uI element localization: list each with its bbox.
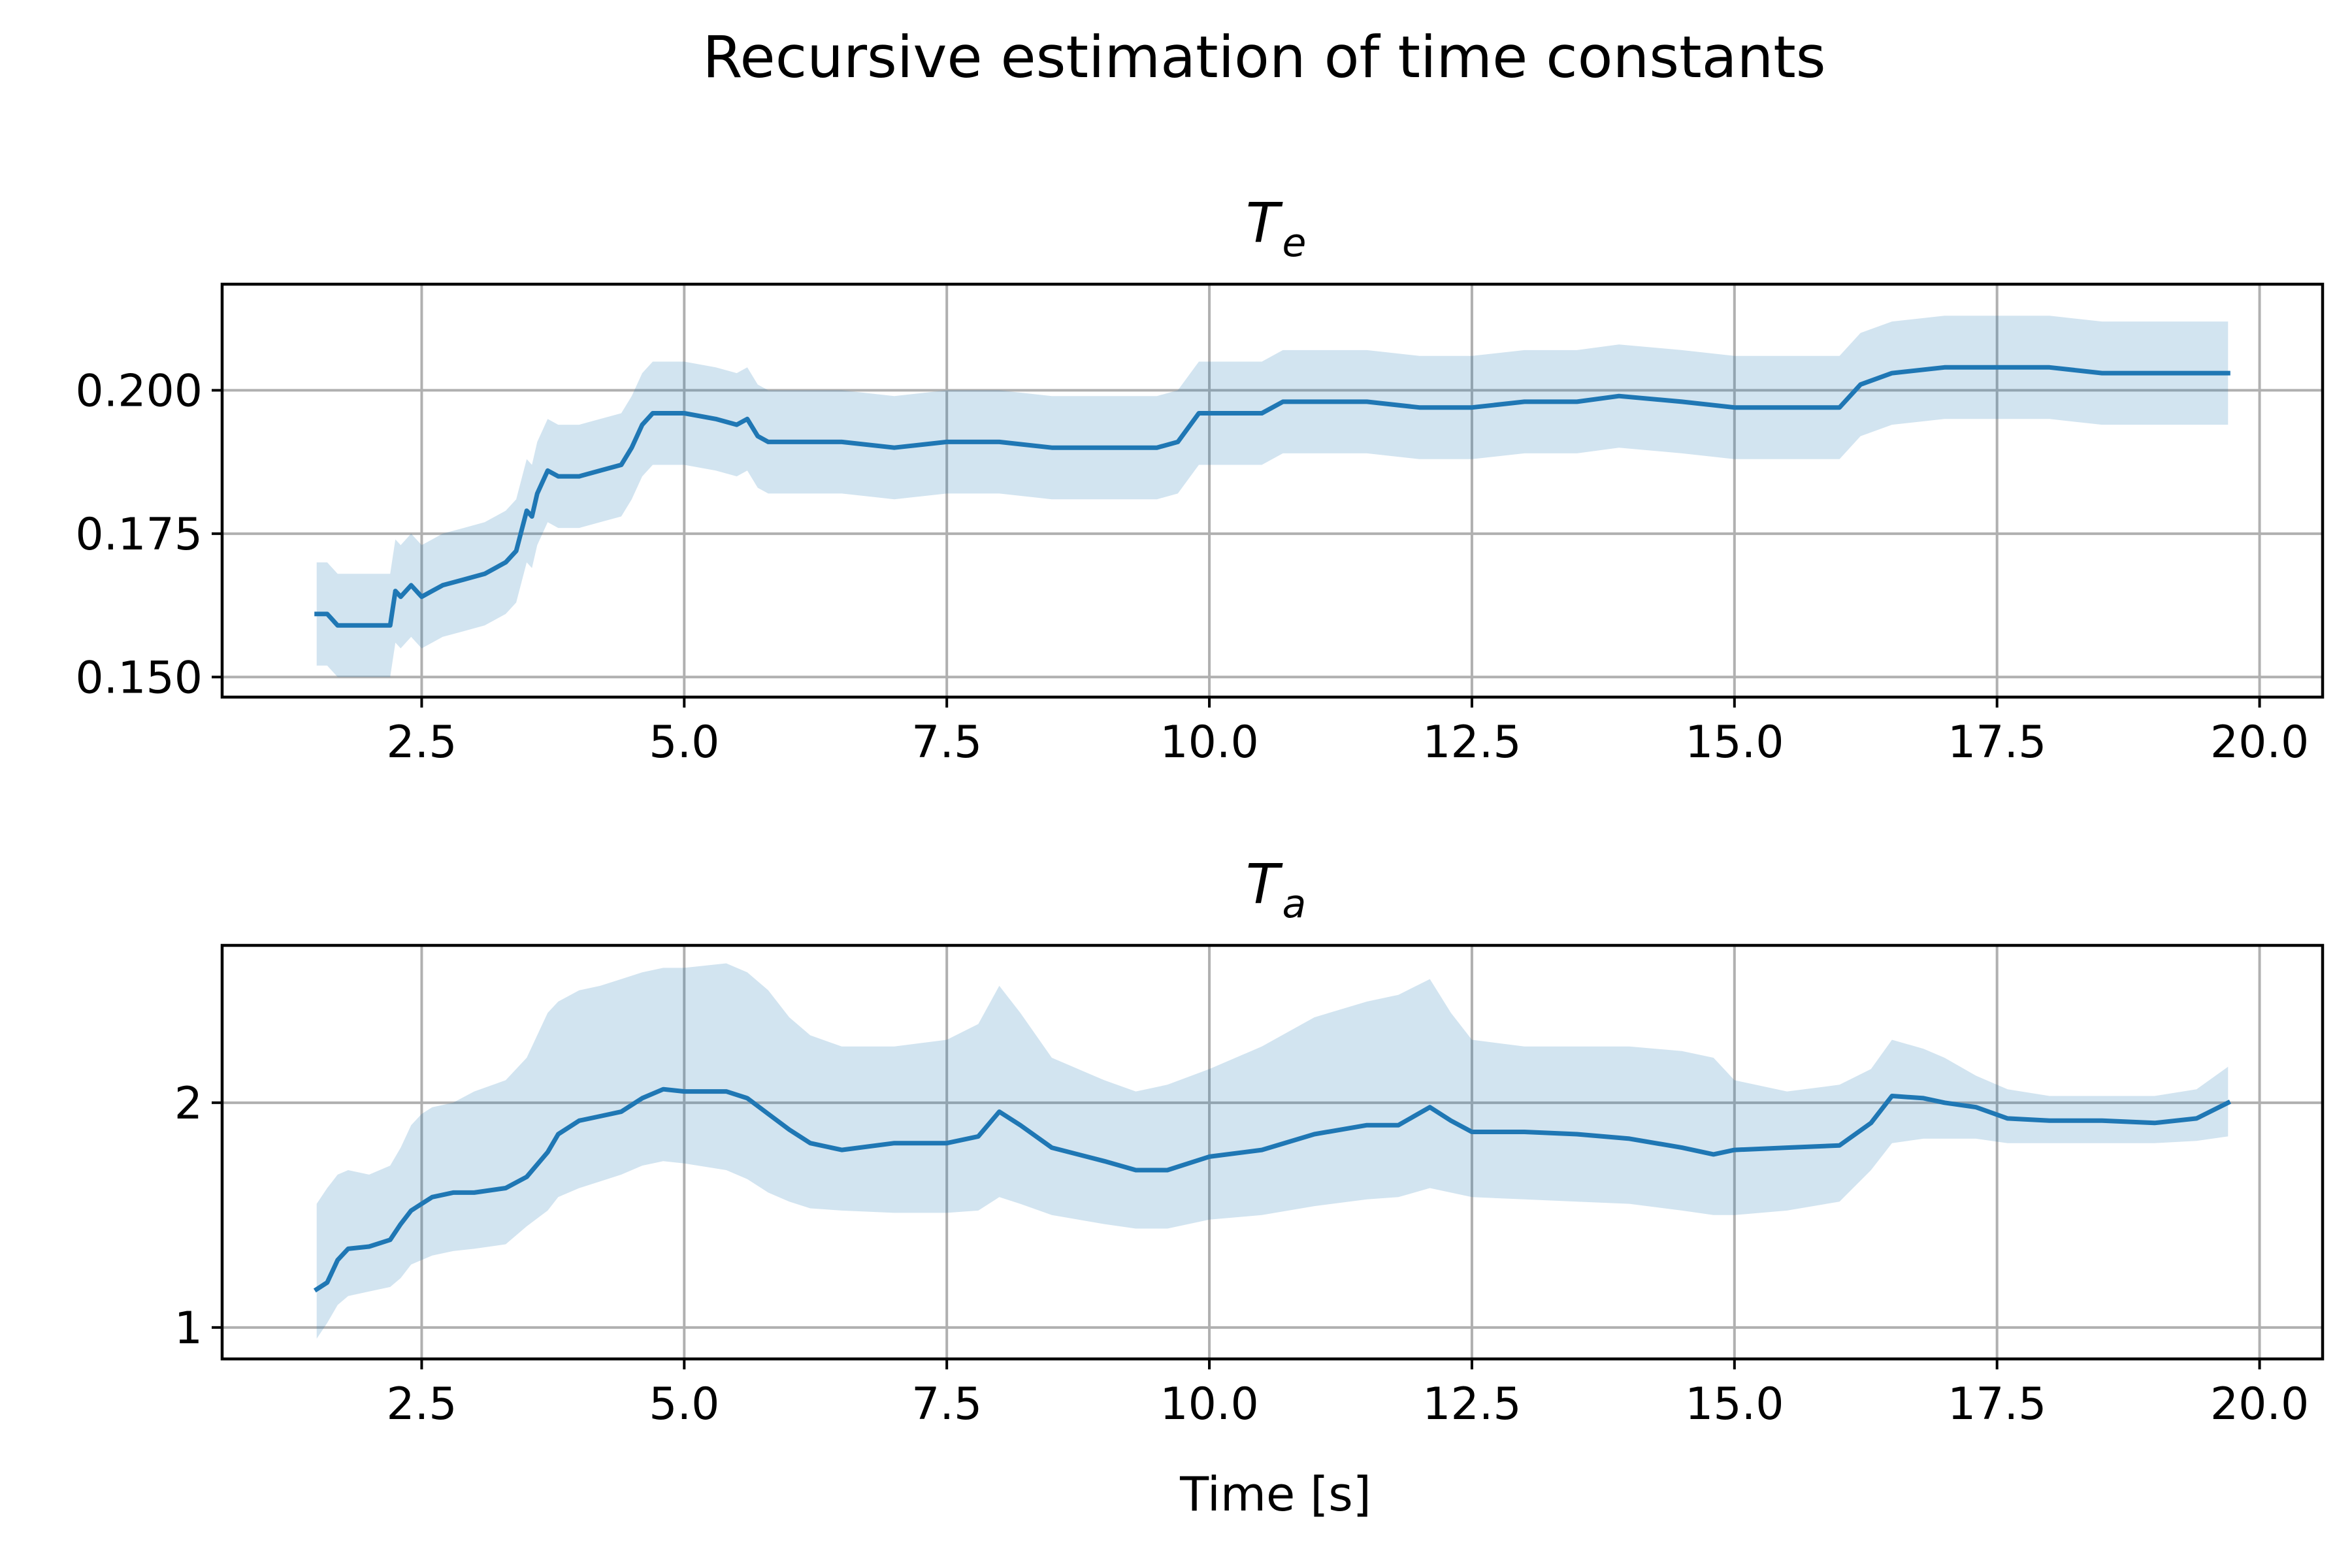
x-tick-label: 15.0 [1685,717,1784,768]
figure-title: Recursive estimation of time constants [702,24,1825,91]
axes-frame [220,943,2325,1361]
chart-title-subscript: e [1282,220,1307,266]
x-tick-label: 12.5 [1422,1379,1521,1430]
chart-title: T [1246,191,1283,255]
confidence-band [316,963,2229,1339]
y-tick-label: 0.200 [75,365,203,417]
y-tick-label: 1 [174,1303,203,1354]
chart-title-subscript: a [1282,881,1307,927]
x-tick-label: 10.0 [1160,1379,1258,1430]
y-tick-label: 0.150 [75,652,203,704]
chart-title: T [1246,852,1283,916]
x-tick-label: 20.0 [2210,717,2309,768]
x-tick-label: 12.5 [1422,717,1521,768]
x-tick-label: 20.0 [2210,1379,2309,1430]
y-tick-label: 2 [174,1078,203,1130]
x-tick-label: 5.0 [649,717,719,768]
x-tick-label: 17.5 [1948,717,2046,768]
axes-frame [220,282,2325,699]
chart-te: 2.5 5.0 7.5 10.0 12.5 15.0 17.5 20.0 0.150 0.175 0… [75,191,2325,768]
x-tick-label: 2.5 [386,717,457,768]
estimate-line [313,1086,2231,1293]
x-tick-label: 5.0 [649,1379,719,1430]
x-tick-label: 2.5 [386,1379,457,1430]
x-tick-label: 17.5 [1948,1379,2046,1430]
x-tick-label: 7.5 [911,1379,982,1430]
chart-ta: 2.5 5.0 7.5 10.0 12.5 15.0 17.5 20.0 1 2 T a Time [s… [174,852,2325,1522]
x-axis-label: Time [s] [1179,1467,1371,1522]
x-tick-label: 15.0 [1685,1379,1784,1430]
x-tick-label: 7.5 [911,717,982,768]
y-tick-label: 0.175 [75,509,203,561]
x-tick-label: 10.0 [1160,717,1258,768]
estimate-line [314,365,2230,628]
